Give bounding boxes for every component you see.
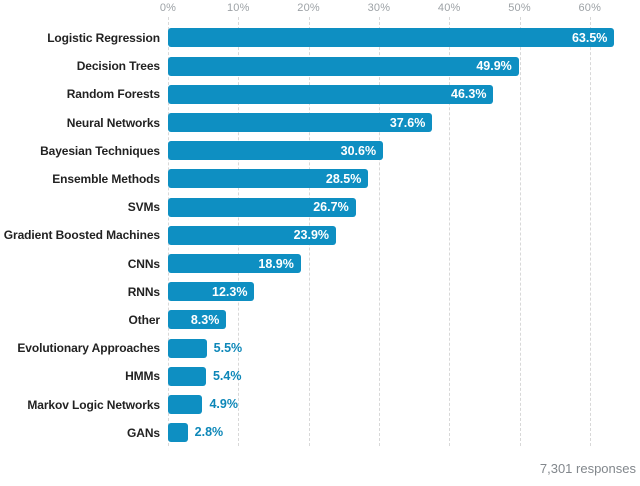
bar xyxy=(168,395,203,415)
category-label: RNNs xyxy=(127,284,160,299)
bar-track: 63.5% xyxy=(168,28,640,48)
value-label: 18.9% xyxy=(258,256,294,271)
bar-row: HMMs 5.4% xyxy=(0,362,640,390)
bar-row: RNNs 12.3% xyxy=(0,278,640,306)
gridline xyxy=(589,17,591,446)
x-axis-tick-label: 30% xyxy=(367,2,391,14)
bar: 23.9% xyxy=(168,225,337,245)
category-label: SVMs xyxy=(127,200,160,215)
category-label: Bayesian Techniques xyxy=(40,143,160,158)
category-label: Ensemble Methods xyxy=(52,171,160,186)
x-axis-tick-label: 50% xyxy=(508,2,531,14)
value-label: 2.8% xyxy=(194,425,224,440)
bar-track: 49.9% xyxy=(168,56,640,76)
category-label: Evolutionary Approaches xyxy=(17,341,160,356)
x-axis-tick-label: 10% xyxy=(226,2,250,14)
bar xyxy=(168,366,206,386)
bar-track: 23.9% xyxy=(168,225,640,245)
bar: 30.6% xyxy=(168,141,384,161)
bar-track: 37.6% xyxy=(168,113,640,133)
category-label: Logistic Regression xyxy=(47,30,160,45)
x-axis-tick-label: 20% xyxy=(297,2,320,14)
bar-row: Evolutionary Approaches 5.5% xyxy=(0,334,640,362)
bar-row: Decision Trees 49.9% xyxy=(0,52,640,80)
bar-row: Random Forests 46.3% xyxy=(0,80,640,108)
bar-row: Neural Networks 37.6% xyxy=(0,109,640,137)
category-label: CNNs xyxy=(127,256,160,271)
x-axis-tick-label: 40% xyxy=(437,2,461,14)
value-label: 5.5% xyxy=(213,340,243,355)
bar-row: Ensemble Methods 28.5% xyxy=(0,165,640,193)
bar: 18.9% xyxy=(168,254,301,274)
bar-row: CNNs 18.9% xyxy=(0,250,640,278)
gridline xyxy=(449,17,451,446)
value-label: 28.5% xyxy=(325,171,362,186)
bar-row: Markov Logic Networks 4.9% xyxy=(0,391,640,419)
value-label: 23.9% xyxy=(293,228,330,243)
bar-row: Other 8.3% xyxy=(0,306,640,334)
category-label: HMMs xyxy=(125,369,160,384)
gridline xyxy=(519,17,521,446)
x-axis-tick-label: 60% xyxy=(578,2,602,14)
value-label: 46.3% xyxy=(451,87,487,102)
bar-row: SVMs 26.7% xyxy=(0,193,640,221)
bar-track: 4.9% xyxy=(168,395,640,415)
bar-track: 8.3% xyxy=(168,310,640,330)
value-label: 63.5% xyxy=(571,30,608,45)
bar-track: 26.7% xyxy=(168,197,640,217)
bar: 8.3% xyxy=(168,310,227,330)
bar-row: GANs 2.8% xyxy=(0,419,640,447)
bar xyxy=(168,423,188,443)
responses-footnote: 7,301 responses xyxy=(539,461,636,476)
bar-track: 12.3% xyxy=(168,282,640,302)
gridline xyxy=(378,17,380,446)
bar: 49.9% xyxy=(168,56,519,76)
bar-track: 5.4% xyxy=(168,366,640,386)
bar-track: 30.6% xyxy=(168,141,640,161)
category-label: Decision Trees xyxy=(76,59,160,74)
value-label: 26.7% xyxy=(313,200,349,215)
value-label: 49.9% xyxy=(476,59,512,74)
value-label: 30.6% xyxy=(340,143,377,158)
bar-track: 46.3% xyxy=(168,84,640,104)
value-label: 8.3% xyxy=(190,312,220,327)
x-axis-tick-label: 0% xyxy=(159,2,177,14)
value-label: 4.9% xyxy=(209,397,238,412)
bar-track: 2.8% xyxy=(168,423,640,443)
bar-row: Logistic Regression 63.5% xyxy=(0,24,640,52)
bar-row: Bayesian Techniques 30.6% xyxy=(0,137,640,165)
bar-track: 18.9% xyxy=(168,254,640,274)
bar: 37.6% xyxy=(168,113,433,133)
bar-track: 28.5% xyxy=(168,169,640,189)
value-label: 37.6% xyxy=(389,115,426,130)
category-label: GANs xyxy=(127,425,160,440)
bar-row: Gradient Boosted Machines 23.9% xyxy=(0,221,640,249)
bar: 12.3% xyxy=(168,282,255,302)
category-label: Other xyxy=(128,312,160,327)
category-label: Neural Networks xyxy=(66,115,160,130)
value-label: 12.3% xyxy=(212,284,248,299)
bar: 28.5% xyxy=(168,169,369,189)
category-label: Gradient Boosted Machines xyxy=(3,228,160,243)
category-label: Markov Logic Networks xyxy=(27,397,160,412)
value-label: 5.4% xyxy=(212,368,242,383)
category-label: Random Forests xyxy=(66,87,160,102)
bar xyxy=(168,338,207,358)
bar-track: 5.5% xyxy=(168,338,640,358)
bar: 26.7% xyxy=(168,197,356,217)
bar: 46.3% xyxy=(168,84,494,104)
bar: 63.5% xyxy=(168,28,615,48)
